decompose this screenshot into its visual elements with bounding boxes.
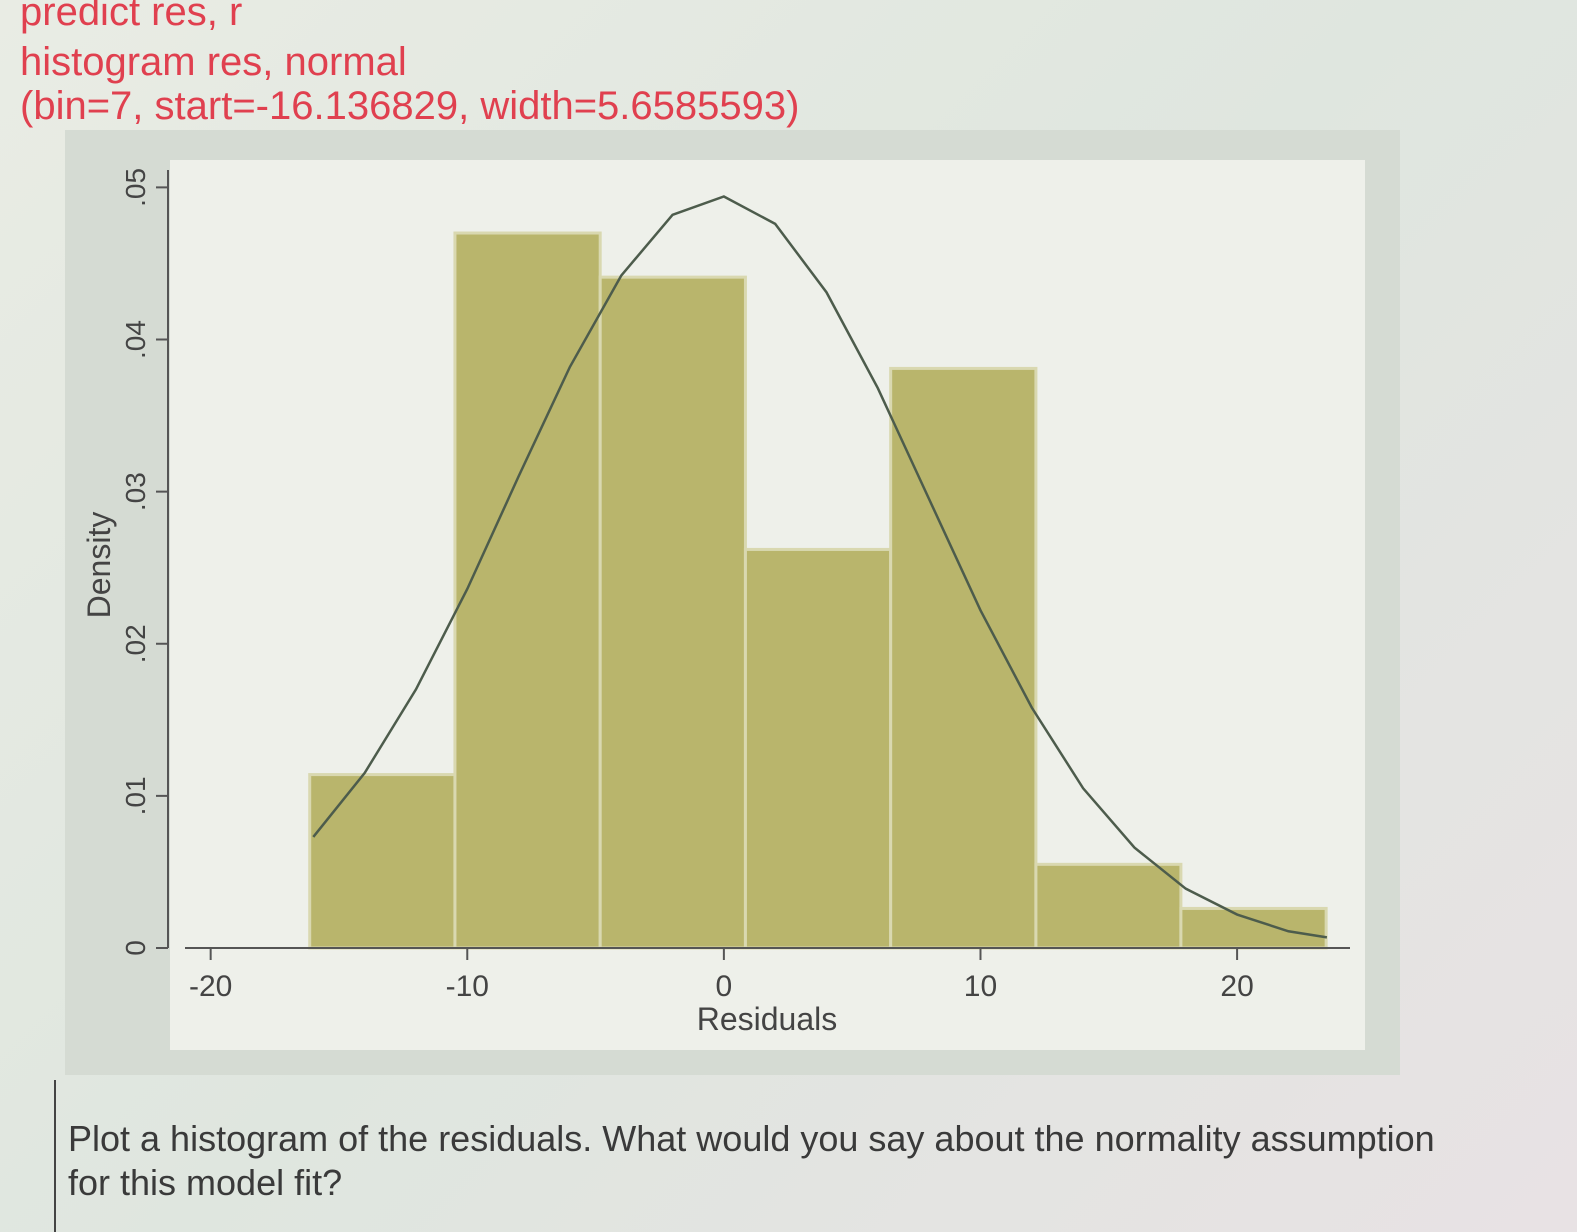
command-line: (bin=7, start=-16.136829, width=5.658559… xyxy=(20,84,800,128)
y-tick-label: .04 xyxy=(120,320,151,359)
normal-curve xyxy=(312,195,1328,939)
y-tick-label: .03 xyxy=(120,472,151,511)
histogram-bar xyxy=(453,231,602,950)
x-tick-label: 20 xyxy=(1220,970,1253,1003)
x-tick-label: -20 xyxy=(189,970,232,1003)
x-tick-label: 10 xyxy=(964,970,997,1003)
y-tick-label: .02 xyxy=(120,624,151,663)
histogram-bar xyxy=(598,275,747,950)
y-axis-label: Density xyxy=(81,512,117,619)
command-line: predict res, r xyxy=(20,0,243,34)
histogram-bar xyxy=(889,366,1038,950)
question-text: Plot a histogram of the residuals. What … xyxy=(68,1118,1435,1159)
histogram-bar xyxy=(743,547,893,950)
histogram-bar xyxy=(308,773,457,950)
y-tick-label: 0 xyxy=(120,940,151,956)
x-axis-label: Residuals xyxy=(697,1001,838,1037)
question-text: for this model fit? xyxy=(68,1162,343,1203)
x-tick-label: 0 xyxy=(716,970,733,1003)
x-tick-label: -10 xyxy=(446,970,489,1003)
y-tick-label: .01 xyxy=(120,776,151,815)
y-tick-label: .05 xyxy=(120,168,151,207)
histogram-bar xyxy=(1179,906,1328,950)
histogram-bar xyxy=(1034,862,1183,950)
command-line: histogram res, normal xyxy=(20,40,407,84)
